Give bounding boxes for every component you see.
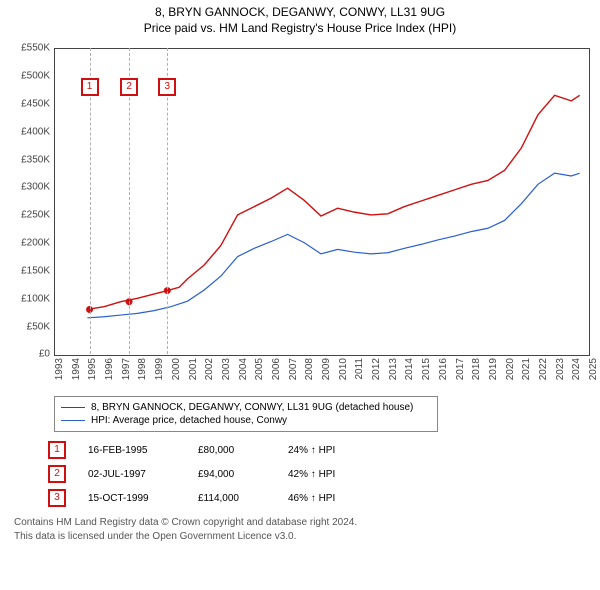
- marker-box: 1: [81, 78, 99, 96]
- event-pct: 46% ↑ HPI: [288, 493, 335, 504]
- chart-legend: 8, BRYN GANNOCK, DEGANWY, CONWY, LL31 9U…: [54, 396, 438, 432]
- event-price: £114,000: [198, 493, 288, 504]
- event-row: 1 16-FEB-1995£80,00024% ↑ HPI: [48, 438, 594, 462]
- price-chart: £0£50K£100K£150K£200K£250K£300K£350K£400…: [6, 40, 594, 390]
- event-date: 16-FEB-1995: [88, 445, 198, 456]
- event-price: £80,000: [198, 445, 288, 456]
- event-marker-box: 1: [48, 441, 66, 459]
- footer-line: This data is licensed under the Open Gov…: [14, 530, 594, 544]
- event-marker-box: 2: [48, 465, 66, 483]
- legend-label: HPI: Average price, detached house, Conw…: [91, 415, 287, 426]
- events-table: 1 16-FEB-1995£80,00024% ↑ HPI 2 02-JUL-1997…: [48, 438, 594, 510]
- event-pct: 42% ↑ HPI: [288, 469, 335, 480]
- legend-item: 8, BRYN GANNOCK, DEGANWY, CONWY, LL31 9U…: [61, 401, 431, 414]
- event-row: 3 15-OCT-1999£114,00046% ↑ HPI: [48, 486, 594, 510]
- event-pct: 24% ↑ HPI: [288, 445, 335, 456]
- footer-attribution: Contains HM Land Registry data © Crown c…: [14, 516, 594, 543]
- event-date: 02-JUL-1997: [88, 469, 198, 480]
- legend-swatch: [61, 420, 85, 421]
- footer-line: Contains HM Land Registry data © Crown c…: [14, 516, 594, 530]
- marker-box: 2: [120, 78, 138, 96]
- event-row: 2 02-JUL-1997£94,00042% ↑ HPI: [48, 462, 594, 486]
- legend-label: 8, BRYN GANNOCK, DEGANWY, CONWY, LL31 9U…: [91, 402, 413, 413]
- marker-box: 3: [158, 78, 176, 96]
- event-date: 15-OCT-1999: [88, 493, 198, 504]
- page-subtitle: Price paid vs. HM Land Registry's House …: [6, 20, 594, 36]
- event-marker-box: 3: [48, 489, 66, 507]
- page-title: 8, BRYN GANNOCK, DEGANWY, CONWY, LL31 9U…: [6, 4, 594, 20]
- legend-item: HPI: Average price, detached house, Conw…: [61, 414, 431, 427]
- event-price: £94,000: [198, 469, 288, 480]
- legend-swatch: [61, 407, 85, 408]
